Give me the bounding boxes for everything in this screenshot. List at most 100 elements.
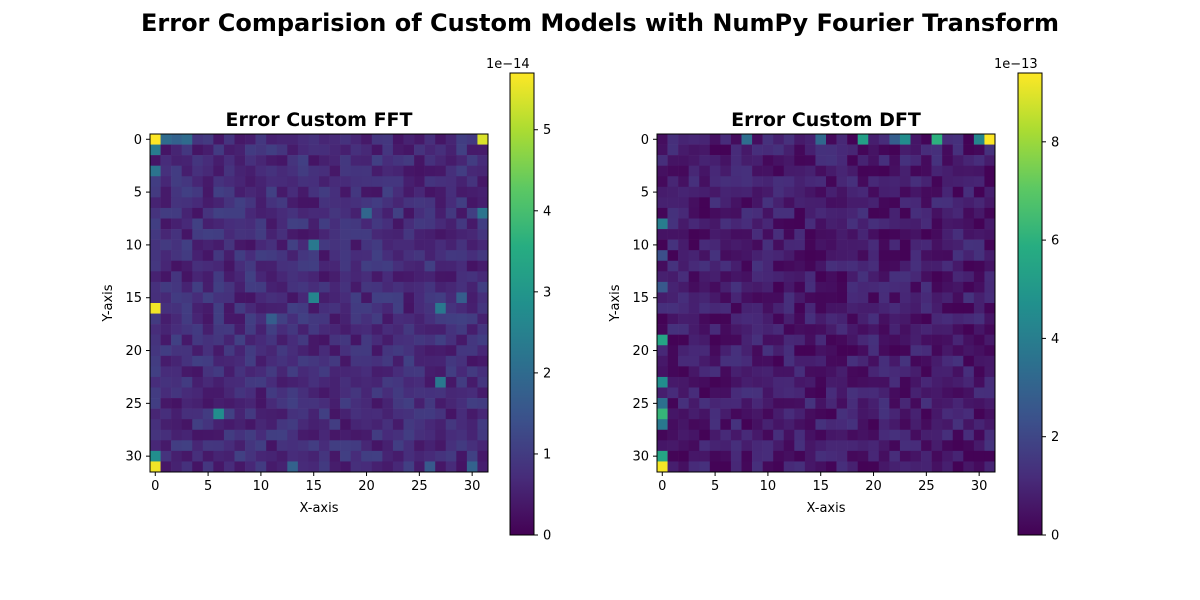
heatmap-cell — [276, 429, 288, 441]
heatmap-cell — [826, 197, 837, 209]
heatmap-cell — [847, 292, 858, 304]
heatmap-cell — [160, 387, 172, 399]
heatmap-cell — [456, 207, 468, 219]
heatmap-cell — [202, 324, 214, 335]
heatmap-cell — [160, 408, 172, 420]
heatmap-cell — [160, 345, 172, 357]
heatmap-cell — [445, 450, 457, 462]
heatmap-cell — [456, 186, 468, 198]
heatmap-cell — [150, 186, 161, 198]
heatmap-cell — [466, 419, 478, 431]
heatmap-cell — [234, 398, 246, 409]
heatmap-cell — [688, 155, 700, 166]
heatmap-cell — [424, 398, 436, 409]
heatmap-cell — [657, 134, 668, 145]
heatmap-cell — [466, 271, 478, 283]
heatmap-cell — [720, 429, 732, 441]
heatmap-cell — [424, 281, 436, 293]
heatmap-cell — [973, 387, 985, 399]
heatmap-cell — [350, 134, 362, 145]
heatmap-cell — [720, 218, 732, 230]
heatmap-cell — [741, 239, 753, 251]
heatmap-cell — [435, 271, 447, 283]
heatmap-cell — [910, 218, 922, 230]
heatmap-cell — [931, 271, 943, 283]
heatmap-cell — [836, 292, 848, 304]
heatmap-cell — [319, 398, 330, 409]
heatmap-cell — [699, 218, 711, 230]
heatmap-cell — [942, 398, 954, 409]
heatmap-cell — [857, 186, 869, 198]
heatmap-cell — [245, 155, 256, 166]
heatmap-cell — [223, 313, 235, 325]
heatmap-cell — [688, 313, 700, 325]
heatmap-cell — [752, 313, 763, 325]
heatmap-cell — [667, 303, 679, 314]
heatmap-cell — [192, 176, 204, 188]
heatmap-cell — [466, 345, 478, 357]
heatmap-cell — [319, 281, 330, 293]
heatmap-cell — [942, 313, 954, 325]
heatmap-cell — [984, 144, 996, 156]
heatmap-cell — [931, 313, 943, 325]
heatmap-cell — [910, 387, 922, 399]
heatmap-cell — [477, 176, 489, 188]
heatmap-cell — [350, 366, 362, 378]
heatmap-cell — [340, 207, 351, 219]
heatmap-cell — [181, 398, 193, 409]
heatmap-cell — [255, 250, 267, 262]
heatmap-cell — [741, 271, 753, 283]
heatmap-cell — [678, 239, 689, 251]
heatmap-cell — [171, 387, 182, 399]
heatmap-cell — [192, 134, 204, 145]
heatmap-cell — [741, 387, 753, 399]
heatmap-cell — [445, 419, 457, 431]
heatmap-cell — [952, 218, 964, 230]
heatmap-cell — [910, 134, 922, 145]
heatmap-cell — [847, 239, 858, 251]
heatmap-cell — [287, 345, 299, 357]
heatmap-cell — [741, 229, 753, 240]
heatmap-cell — [160, 398, 172, 409]
heatmap-cell — [783, 260, 795, 272]
heatmap-cell — [973, 429, 985, 441]
heatmap-cell — [234, 207, 246, 219]
heatmap-cell — [255, 239, 267, 251]
heatmap-cell — [245, 197, 256, 209]
heatmap-cell — [657, 303, 668, 314]
heatmap-cell — [910, 419, 922, 431]
heatmap-cell — [202, 250, 214, 262]
heatmap-cell — [192, 207, 204, 219]
heatmap-cell — [202, 313, 214, 325]
heatmap-cell — [688, 186, 700, 198]
heatmap-cell — [730, 366, 742, 378]
heatmap-cell — [160, 260, 172, 272]
heatmap-cell — [456, 144, 468, 156]
heatmap-cell — [688, 250, 700, 262]
heatmap-cell — [435, 186, 447, 198]
heatmap-cell — [287, 292, 299, 304]
heatmap-cell — [730, 176, 742, 188]
heatmap-cell — [192, 144, 204, 156]
heatmap-cell — [171, 334, 182, 346]
heatmap-cell — [815, 155, 827, 166]
heatmap-cell — [276, 271, 288, 283]
heatmap-cell — [910, 250, 922, 262]
heatmap-cell — [889, 334, 901, 346]
heatmap-cell — [847, 376, 858, 388]
heatmap-cell — [847, 313, 858, 325]
heatmap-cell — [350, 250, 362, 262]
heatmap-cell — [984, 313, 996, 325]
heatmap-cell — [667, 387, 679, 399]
heatmap-cell — [847, 429, 858, 441]
heatmap-cell — [308, 197, 320, 209]
heatmap-cell — [836, 197, 848, 209]
heatmap-cell — [245, 450, 256, 462]
heatmap-cell — [276, 376, 288, 388]
heatmap-cell — [720, 387, 732, 399]
y-tick-label: 30 — [125, 450, 142, 465]
heatmap-cell — [709, 303, 721, 314]
heatmap-cell — [741, 366, 753, 378]
heatmap-cell — [847, 440, 858, 452]
heatmap-cell — [773, 461, 785, 473]
